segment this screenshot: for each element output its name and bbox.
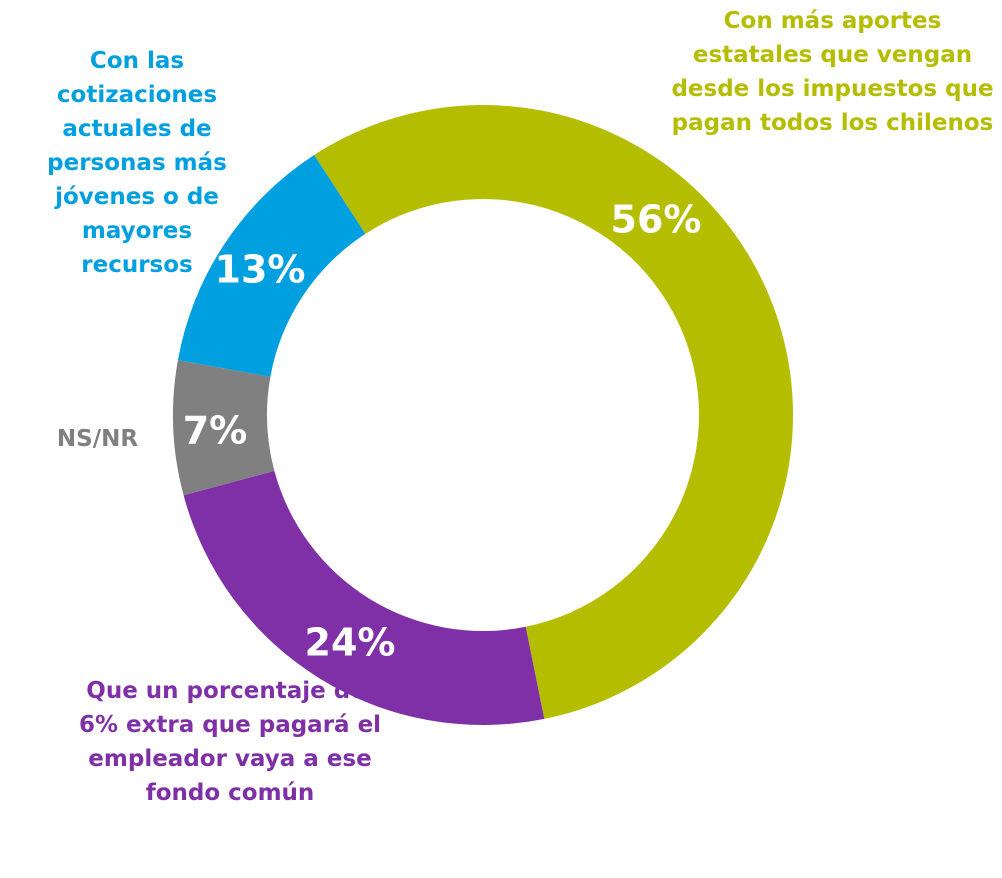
donut-segment (173, 360, 275, 496)
donut-segment (183, 470, 545, 726)
value-label: 7% (183, 409, 248, 453)
donut-segment (177, 155, 366, 377)
category-label: Con las cotizaciones actuales de persona… (47, 48, 227, 278)
category-label: Con más aportes estatales que vengan des… (671, 8, 994, 136)
value-label: 13% (215, 248, 306, 292)
value-label: 24% (305, 621, 396, 665)
value-label: 56% (611, 198, 702, 242)
category-label: Que un porcentaje del 6% extra que pagar… (78, 678, 382, 806)
category-label: NS/NR (56, 426, 139, 452)
donut-segment (314, 105, 793, 719)
